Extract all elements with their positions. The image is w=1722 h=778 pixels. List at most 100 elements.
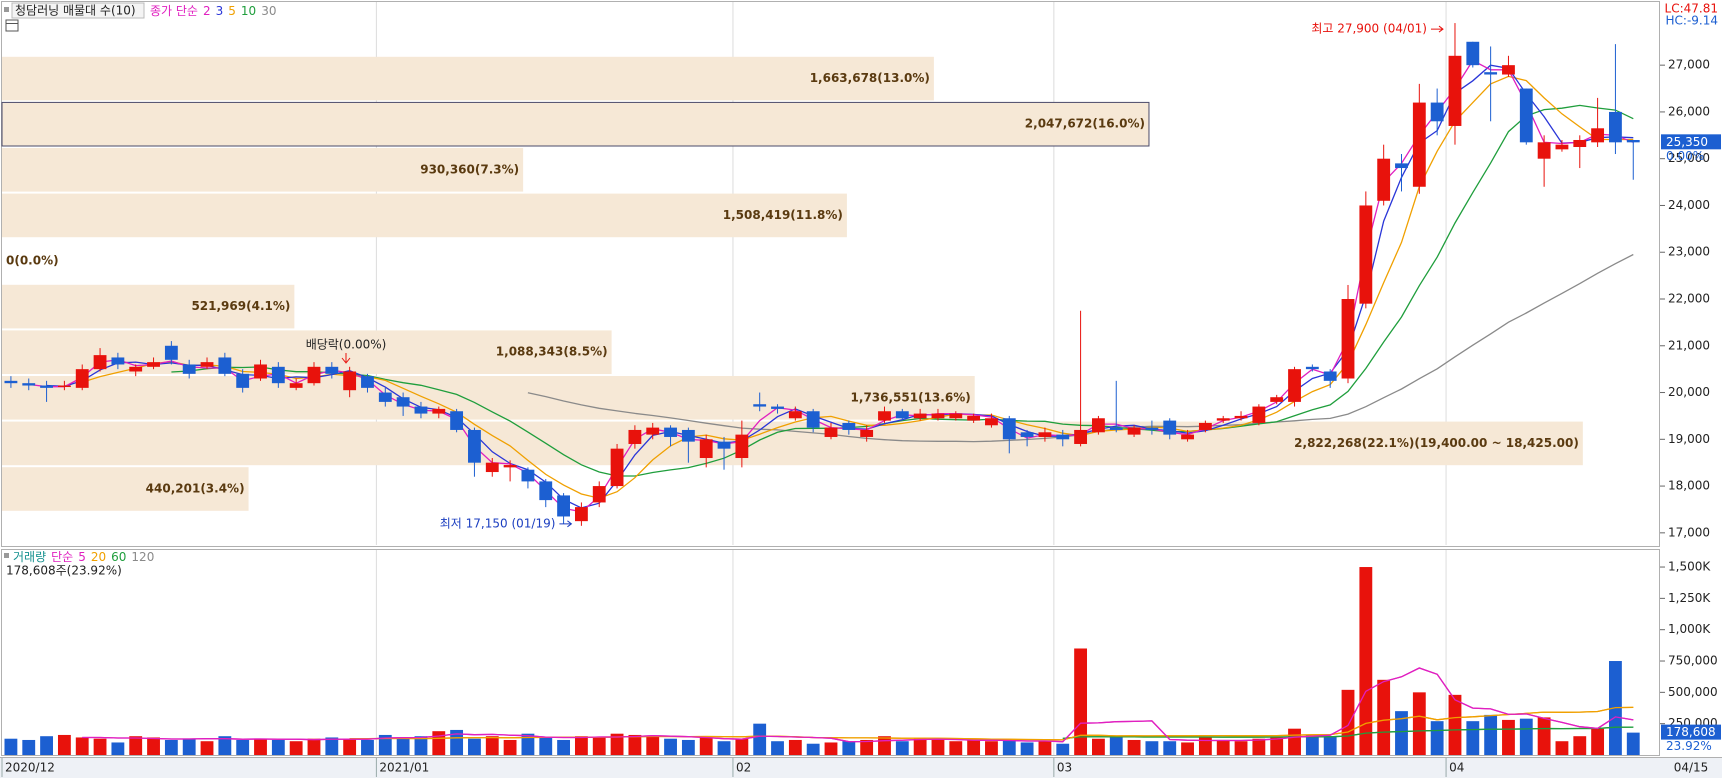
volume-bar <box>450 729 464 755</box>
price-pane <box>1 1 1660 547</box>
volume-bar <box>1591 728 1605 755</box>
volume-bar <box>699 737 713 755</box>
volume-bar <box>343 738 357 755</box>
volume-bar <box>1466 721 1480 755</box>
volume-bar <box>1020 742 1034 755</box>
volume-box <box>1661 724 1721 740</box>
volume-bar <box>147 737 160 755</box>
candle-body <box>717 441 731 449</box>
profile-label: 930,360(7.3%) <box>420 162 519 176</box>
volume-bar <box>396 737 410 755</box>
x-tick-label: 02 <box>736 761 751 775</box>
y-tick-label: 23,000 <box>1668 245 1710 259</box>
volume-bar <box>1038 741 1052 755</box>
candle-body <box>788 411 802 419</box>
volume-bar <box>931 739 945 755</box>
candle-body <box>824 427 838 437</box>
candle-body <box>325 366 339 374</box>
candle-body <box>361 376 374 388</box>
candle-body <box>289 383 303 388</box>
volume-bar <box>753 723 767 755</box>
candle-body <box>1252 406 1266 423</box>
ex-dividend-arrow <box>341 353 351 364</box>
volume-bar <box>735 738 749 755</box>
candle-body <box>129 366 143 372</box>
volume-bar <box>1519 718 1533 755</box>
profile-label: 1,663,678(13.0%) <box>810 71 930 85</box>
profile-label: 1,508,419(11.8%) <box>723 208 843 222</box>
volume-ma-line <box>82 667 1634 743</box>
profile-bar <box>1 101 1150 147</box>
ex-dividend-label: 배당락(0.00%) <box>306 338 387 352</box>
volume-bar <box>414 736 428 755</box>
profile-bar <box>2 193 847 238</box>
volume-bar <box>574 736 588 755</box>
candle-body <box>164 345 178 360</box>
volume-bar <box>539 737 553 755</box>
candle-body <box>1092 418 1105 433</box>
volume-bar <box>895 741 909 755</box>
volume-y-tick-label: 1,000K <box>1668 622 1711 636</box>
calendar-icon[interactable] <box>5 19 19 32</box>
candle-body <box>396 397 410 407</box>
candle-body <box>1305 366 1319 370</box>
profile-label: 2,822,268(22.1%)(19,400.00 ~ 18,425.00) <box>1294 436 1579 450</box>
price-legend: 종가 단순 2 3 5 10 30 <box>150 4 276 18</box>
x-tick-label: 2020/12 <box>5 761 55 775</box>
legend-bullet <box>4 7 9 12</box>
candle-body <box>1448 55 1462 126</box>
candle-body <box>1359 205 1373 304</box>
y-tick-label: 18,000 <box>1668 479 1710 493</box>
last-date-label: 04/15 <box>1674 761 1709 775</box>
volume-bar <box>1573 736 1587 755</box>
legend-item: 30 <box>261 4 276 18</box>
candle-body <box>574 507 588 522</box>
volume-bar <box>361 739 374 755</box>
volume-bar <box>289 741 303 755</box>
volume-bar <box>949 741 963 755</box>
volume-y-tick-label: 500,000 <box>1668 685 1718 699</box>
price-box <box>1661 134 1721 150</box>
candle-body <box>1591 128 1605 143</box>
candle-body <box>200 362 214 367</box>
candle-body <box>1555 144 1569 150</box>
volume-bar <box>1216 739 1230 755</box>
candle-body <box>1056 434 1070 440</box>
candle-body <box>1341 299 1355 379</box>
volume-bar <box>236 739 250 755</box>
volume-bar <box>378 734 392 755</box>
candle-body <box>307 366 321 384</box>
candle-body <box>610 448 624 487</box>
candle-body <box>913 413 927 419</box>
candle-body <box>182 364 196 374</box>
candle-body <box>1002 418 1016 440</box>
volume-bar <box>788 739 802 755</box>
volume-bar <box>503 739 517 755</box>
y-tick-label: 25,000 <box>1668 151 1710 165</box>
volume-bar <box>1270 737 1284 755</box>
volume-bar <box>1395 711 1408 755</box>
volume-bar <box>182 738 196 755</box>
candle-body <box>646 427 660 435</box>
high-arrow <box>1430 25 1444 33</box>
profile-bar <box>2 467 249 511</box>
legend-item: 종가 단순 <box>150 4 198 18</box>
volume-pane <box>1 549 1660 756</box>
volume-bar <box>307 738 321 755</box>
volume-bar <box>628 734 642 755</box>
x-tick-label: 04 <box>1449 761 1464 775</box>
candle-body <box>878 411 891 421</box>
volume-bar <box>200 741 214 755</box>
volume-bar <box>1305 734 1319 755</box>
profile-label: 2,047,672(16.0%) <box>1025 117 1145 131</box>
candle-body <box>485 462 499 473</box>
volume-bar <box>1448 694 1462 755</box>
volume-bar <box>254 738 267 755</box>
candle-body <box>22 383 36 386</box>
candle-body <box>1573 139 1587 148</box>
candle-body <box>1163 420 1177 435</box>
profile-label: 440,201(3.4%) <box>146 481 245 495</box>
volume-bar <box>75 737 89 755</box>
volume-bar <box>860 739 874 755</box>
candle-body <box>521 469 535 482</box>
